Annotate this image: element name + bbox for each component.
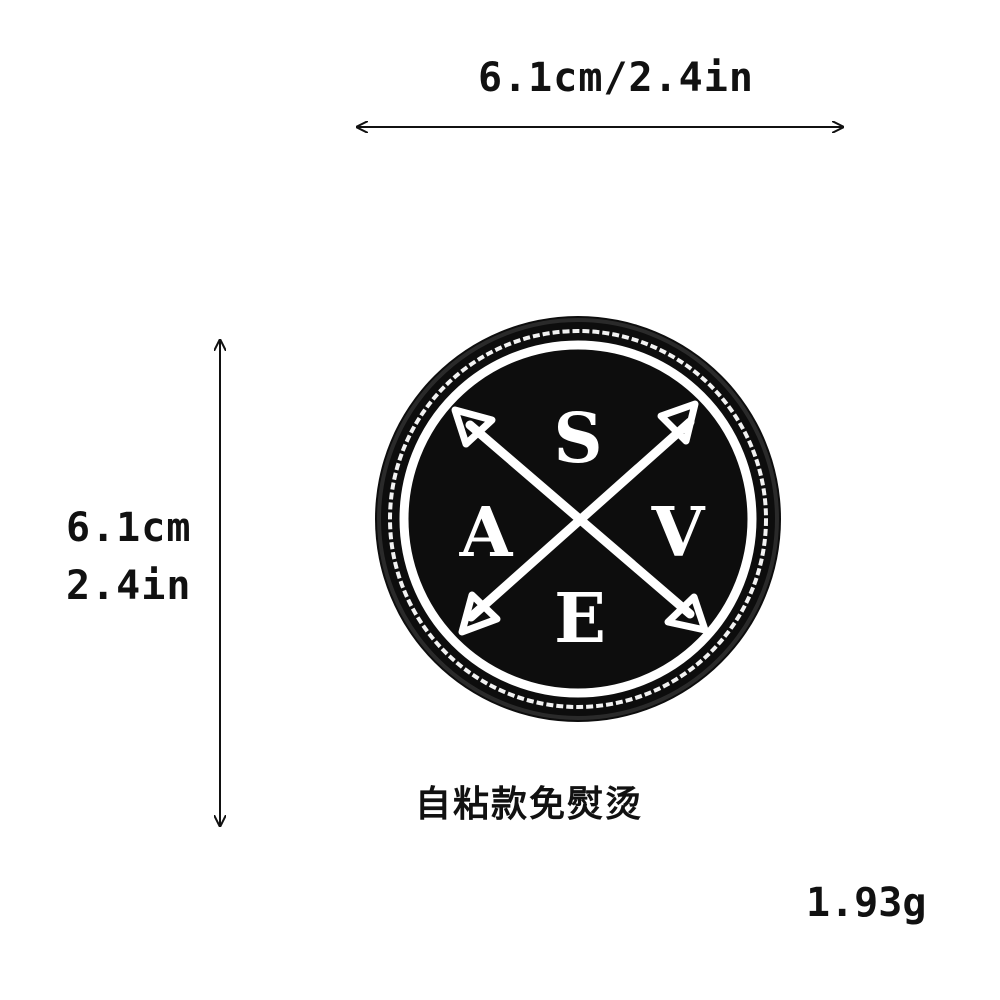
arrow-ne-sw bbox=[466, 417, 695, 622]
arrowhead-se bbox=[664, 593, 709, 634]
height-in-label: 2.4in bbox=[66, 563, 192, 609]
patch-letter-a: A bbox=[459, 493, 514, 573]
arrowhead-ne bbox=[657, 400, 699, 445]
stitch-border bbox=[388, 329, 768, 709]
width-label: 6.1cm/2.4in bbox=[478, 55, 754, 101]
patch-letter-e: E bbox=[554, 579, 606, 659]
arrowhead-nw bbox=[451, 406, 496, 448]
patch-letter-s: S bbox=[553, 399, 602, 479]
height-cm-label: 6.1cm bbox=[66, 505, 192, 551]
inner-ring bbox=[399, 340, 757, 698]
embroidered-patch: S A V E bbox=[375, 316, 781, 722]
weight-label: 1.93g bbox=[806, 880, 927, 926]
patch-letter-v: V bbox=[651, 493, 706, 573]
arrowhead-sw bbox=[458, 591, 501, 636]
product-caption: 自粘款免熨烫 bbox=[415, 783, 644, 825]
